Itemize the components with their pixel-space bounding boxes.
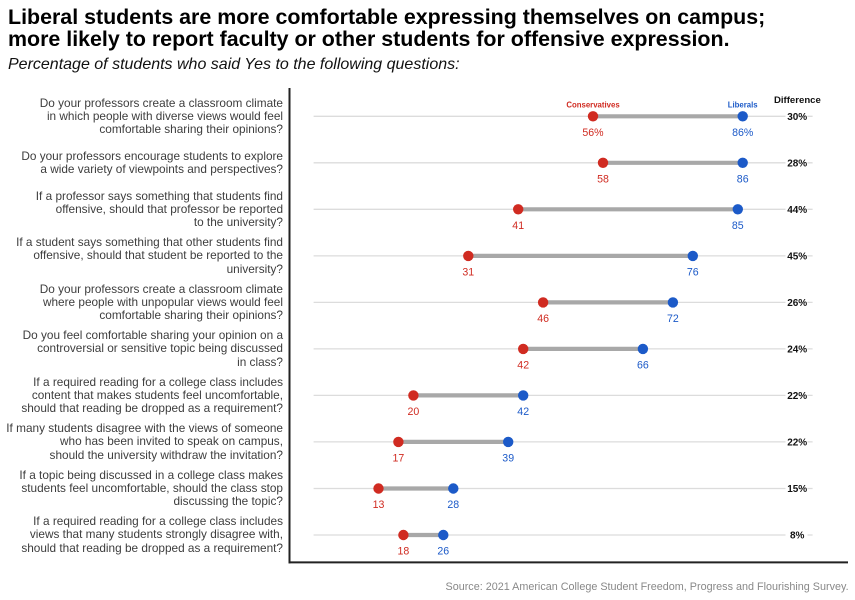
svg-text:15%: 15% [787, 484, 807, 495]
svg-text:76: 76 [687, 267, 699, 279]
svg-text:58: 58 [597, 174, 609, 186]
svg-text:17: 17 [393, 453, 405, 465]
svg-text:20: 20 [408, 406, 420, 418]
svg-text:Difference: Difference [774, 95, 821, 106]
svg-text:28%: 28% [787, 158, 807, 169]
svg-text:85: 85 [732, 220, 744, 232]
svg-text:22%: 22% [787, 391, 807, 402]
svg-text:24%: 24% [787, 345, 807, 356]
svg-text:13: 13 [373, 499, 385, 511]
svg-text:30%: 30% [787, 112, 807, 123]
svg-text:86: 86 [737, 174, 749, 186]
svg-text:44%: 44% [787, 205, 807, 216]
svg-text:22%: 22% [787, 438, 807, 449]
svg-text:72: 72 [667, 313, 679, 325]
svg-text:26%: 26% [787, 298, 807, 309]
svg-text:31: 31 [462, 267, 474, 279]
svg-text:18: 18 [398, 546, 410, 558]
svg-text:45%: 45% [787, 252, 807, 263]
svg-text:8%: 8% [790, 531, 805, 542]
svg-text:46: 46 [537, 313, 549, 325]
svg-text:41: 41 [512, 220, 524, 232]
svg-text:Conservatives: Conservatives [566, 101, 620, 110]
svg-text:86%: 86% [732, 127, 754, 139]
svg-text:42: 42 [517, 406, 529, 418]
svg-text:28: 28 [447, 499, 459, 511]
svg-text:26: 26 [437, 546, 449, 558]
svg-text:56%: 56% [582, 127, 604, 139]
svg-text:Liberals: Liberals [728, 101, 759, 110]
svg-text:42: 42 [517, 360, 529, 372]
svg-text:39: 39 [502, 453, 514, 465]
svg-text:66: 66 [637, 360, 649, 372]
